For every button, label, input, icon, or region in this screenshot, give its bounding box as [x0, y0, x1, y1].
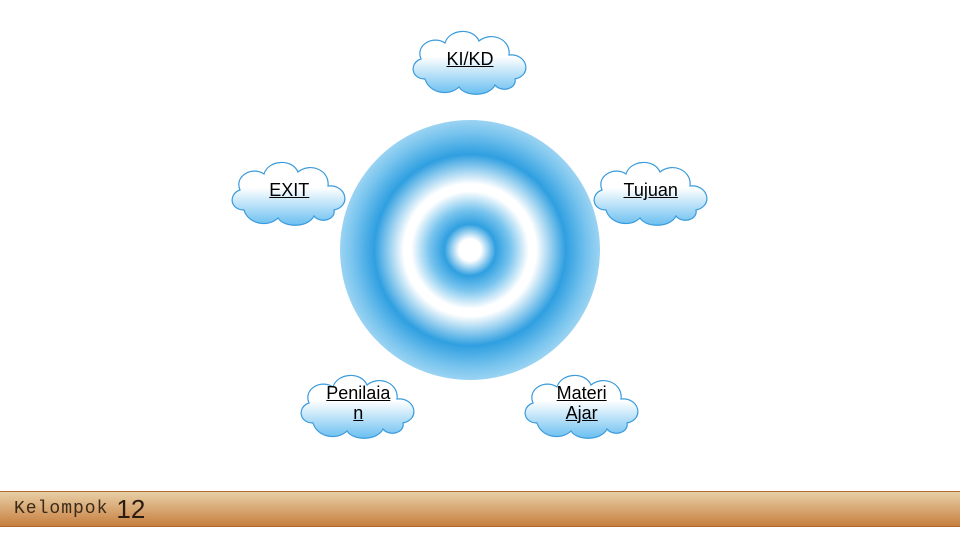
node-penilaian[interactable]: Penilaia n	[293, 365, 423, 443]
node-kikd[interactable]: KI/KD	[405, 21, 535, 99]
diagram-stage: KI/KD Tujuan Materi Ajar Penilaia n EXIT Kel…	[0, 0, 960, 540]
node-label-kikd: KI/KD	[446, 50, 493, 70]
node-label-materi: Materi Ajar	[557, 384, 607, 424]
node-materi[interactable]: Materi Ajar	[517, 365, 647, 443]
node-exit[interactable]: EXIT	[224, 152, 354, 230]
footer-label: Kelompok	[14, 499, 108, 519]
node-label-exit: EXIT	[269, 181, 309, 201]
node-label-penilaian: Penilaia n	[326, 384, 390, 424]
node-label-tujuan: Tujuan	[624, 181, 678, 201]
node-tujuan[interactable]: Tujuan	[586, 152, 716, 230]
footer-bar: Kelompok 12	[0, 491, 960, 527]
footer-number: 12	[116, 494, 145, 525]
